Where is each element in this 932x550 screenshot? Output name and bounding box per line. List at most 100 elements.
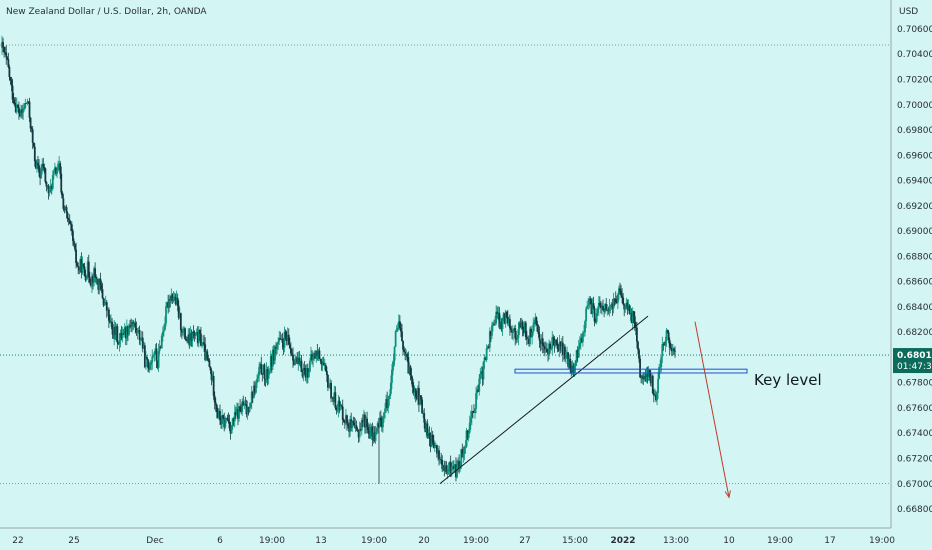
y-tick-label[interactable]: 0.66800 xyxy=(897,505,932,515)
candle-body xyxy=(671,348,674,352)
candle xyxy=(347,419,349,429)
candle-body xyxy=(15,104,18,112)
candle-body xyxy=(302,368,305,377)
candle xyxy=(395,325,398,332)
y-tick-label[interactable]: 0.67400 xyxy=(897,429,932,439)
candle-body xyxy=(113,326,116,339)
x-tick-label[interactable]: 27 xyxy=(519,536,530,546)
key-level-box xyxy=(514,368,748,374)
candle xyxy=(588,295,591,309)
candle-body xyxy=(466,430,469,439)
candle xyxy=(179,312,182,337)
x-tick-label[interactable]: 25 xyxy=(68,536,79,546)
candle xyxy=(29,116,32,132)
candle xyxy=(467,428,470,442)
candle xyxy=(274,345,276,365)
x-tick-label[interactable]: Dec xyxy=(146,536,163,546)
candle-body xyxy=(288,344,291,349)
x-tick-label[interactable]: 19:00 xyxy=(361,536,387,546)
candle xyxy=(495,305,498,326)
y-tick-label[interactable]: 0.70200 xyxy=(897,75,932,85)
candle xyxy=(125,319,128,346)
y-tick-label[interactable]: 0.70600 xyxy=(897,25,932,35)
candle xyxy=(605,298,608,312)
x-tick-label[interactable]: 20 xyxy=(418,536,430,546)
x-tick-label[interactable]: 19:00 xyxy=(869,536,895,546)
candle-body xyxy=(543,346,546,350)
candle xyxy=(252,380,255,399)
y-tick-label[interactable]: 0.67600 xyxy=(897,404,932,414)
candle-body xyxy=(584,321,586,333)
y-tick-label[interactable]: 0.67000 xyxy=(897,480,932,490)
candle-body xyxy=(201,344,203,346)
y-tick-label[interactable]: 0.69400 xyxy=(897,177,932,187)
y-tick-label[interactable]: 0.69800 xyxy=(897,126,932,136)
y-tick-label[interactable]: 0.69200 xyxy=(897,202,932,212)
candle xyxy=(73,238,75,248)
x-tick-label[interactable]: 15:00 xyxy=(562,536,588,546)
candle xyxy=(528,335,530,347)
candle xyxy=(100,280,103,293)
x-tick-label[interactable]: 22 xyxy=(12,536,23,546)
candle xyxy=(522,326,525,337)
y-tick-label[interactable]: 0.68400 xyxy=(897,303,932,313)
y-tick-label[interactable]: 0.68200 xyxy=(897,328,932,338)
y-tick-label[interactable]: 0.70000 xyxy=(897,101,932,111)
x-tick-label[interactable]: 2022 xyxy=(610,536,635,546)
y-tick-label[interactable]: 0.70400 xyxy=(897,50,932,60)
candle xyxy=(582,330,584,347)
candle-body xyxy=(391,363,394,376)
x-tick-label[interactable]: 6 xyxy=(217,536,223,546)
x-tick-label[interactable]: 13:00 xyxy=(663,536,689,546)
candle xyxy=(482,361,485,385)
x-tick-label[interactable]: 17 xyxy=(824,536,835,546)
candle xyxy=(575,349,578,367)
candle-body xyxy=(324,365,327,371)
candle-body xyxy=(98,278,101,290)
candle xyxy=(194,332,197,340)
y-tick-label[interactable]: 0.67800 xyxy=(897,379,932,389)
candle-body xyxy=(592,303,595,309)
candle xyxy=(21,105,24,119)
x-tick-label[interactable]: 10 xyxy=(723,536,735,546)
price-axis[interactable]: 0.70600 0.70400 0.70200 0.70000 0.69800 0.696… xyxy=(897,25,932,515)
candle xyxy=(62,193,65,212)
x-tick-label[interactable]: 19:00 xyxy=(259,536,285,546)
candle xyxy=(228,414,231,431)
y-tick-label[interactable]: 0.68600 xyxy=(897,278,932,288)
candle xyxy=(300,355,303,372)
candle-body xyxy=(534,317,537,322)
candle xyxy=(420,395,422,405)
candle xyxy=(20,104,22,119)
candle-body xyxy=(452,466,455,469)
candle-body xyxy=(554,340,557,346)
y-tick-label[interactable]: 0.68800 xyxy=(897,252,932,262)
y-tick-label[interactable]: 0.69600 xyxy=(897,151,932,161)
y-tick-label[interactable]: 0.69000 xyxy=(897,227,932,237)
current-price-label: 0.68019 xyxy=(897,351,932,361)
candle xyxy=(659,359,662,374)
candle-body xyxy=(149,364,152,370)
candle-body xyxy=(315,351,318,359)
candle-body xyxy=(21,109,24,113)
currency-label[interactable]: USD xyxy=(899,7,918,17)
time-axis[interactable]: 22 25 Dec 6 19:00 13 19:00 20 19:00 27 15:00 2022 13… xyxy=(12,536,895,546)
candle-body xyxy=(194,333,197,336)
candle xyxy=(514,324,517,346)
candle xyxy=(111,317,113,335)
candle xyxy=(447,462,450,475)
y-tick-label[interactable]: 0.67200 xyxy=(897,455,932,465)
candle-body xyxy=(537,331,540,334)
x-tick-label[interactable]: 19:00 xyxy=(767,536,793,546)
x-tick-label[interactable]: 19:00 xyxy=(463,536,489,546)
candle-body xyxy=(636,327,638,342)
x-tick-label[interactable]: 13 xyxy=(315,536,326,546)
candle xyxy=(246,400,249,420)
candle-body xyxy=(286,334,289,341)
candle xyxy=(438,445,440,466)
candle xyxy=(577,339,580,358)
candle-body xyxy=(622,297,625,305)
candle-body xyxy=(260,364,263,374)
